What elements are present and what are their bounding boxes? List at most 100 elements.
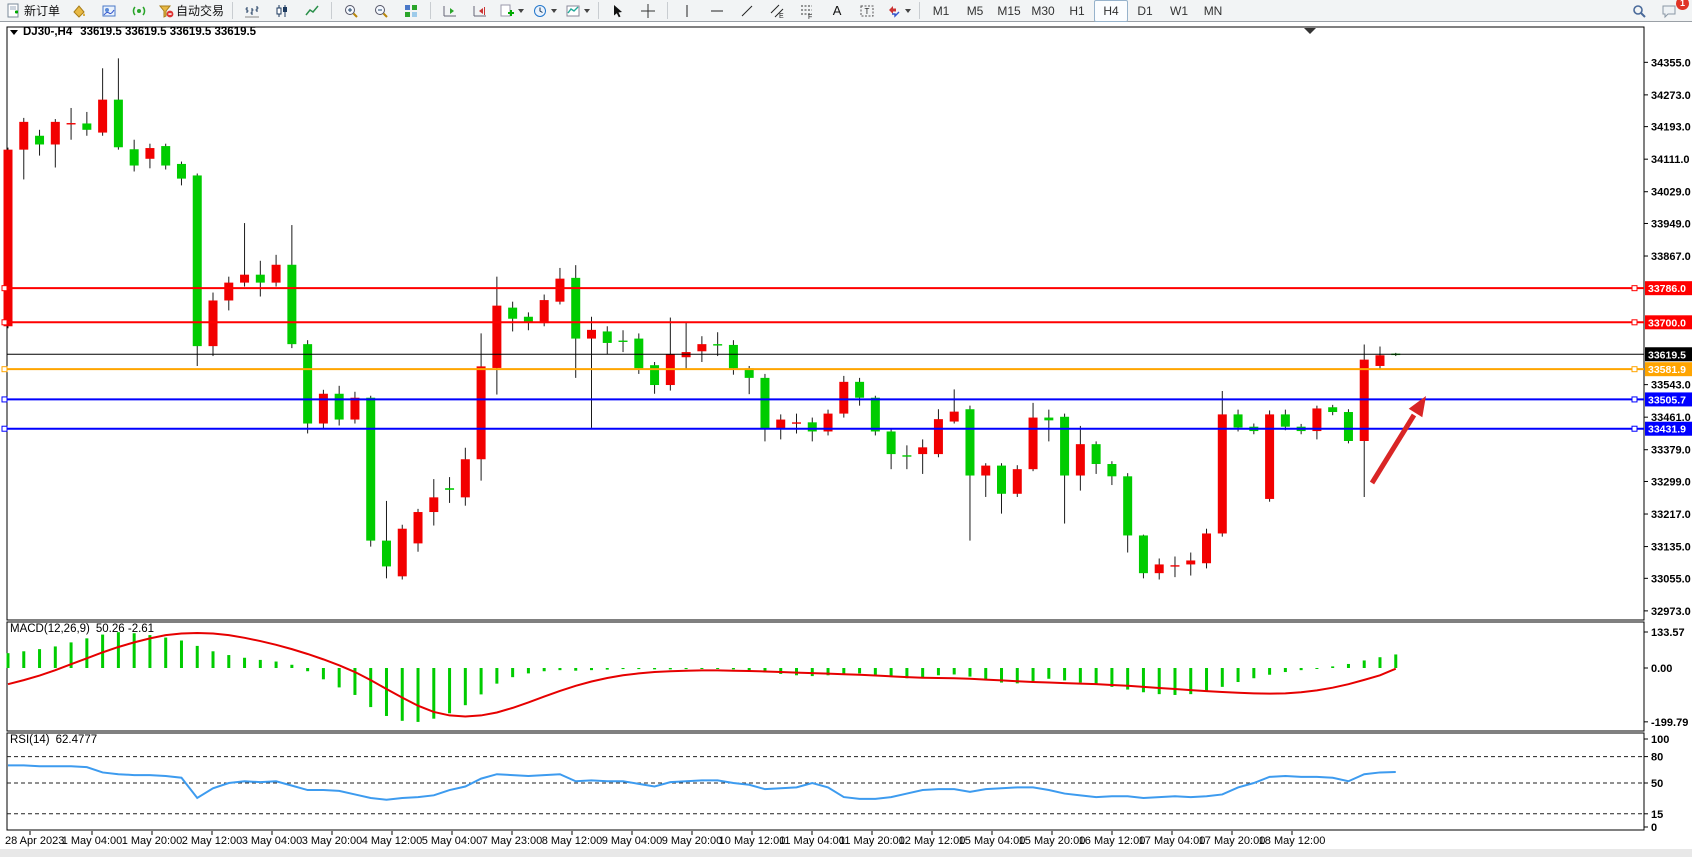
text-tool-icon: A — [832, 2, 842, 18]
notification-badge: 1 — [1676, 0, 1689, 10]
timeframe-m5-button[interactable]: M5 — [966, 3, 984, 18]
cursor-tool-button[interactable] — [603, 0, 633, 22]
bar-chart-mode-button[interactable] — [237, 0, 267, 22]
svg-text:10 May 12:00: 10 May 12:00 — [719, 835, 786, 847]
text-tool-button[interactable]: A — [822, 0, 852, 22]
search-button[interactable] — [1624, 0, 1654, 22]
svg-text:34029.0: 34029.0 — [1651, 187, 1691, 199]
line-chart-mode-button[interactable] — [297, 0, 327, 22]
trendline-icon — [739, 3, 755, 19]
styler-button[interactable] — [64, 0, 94, 22]
clock-icon — [532, 3, 548, 19]
svg-text:33431.9: 33431.9 — [1648, 424, 1686, 436]
crosshair-tool-button[interactable] — [633, 0, 663, 22]
macd-name: MACD(12,26,9) — [10, 623, 90, 635]
timeframe-m1-button[interactable]: M1 — [932, 3, 950, 18]
toolbar-separator — [232, 2, 234, 19]
zoom-in-button[interactable] — [336, 0, 366, 22]
svg-text:16 May 12:00: 16 May 12:00 — [1079, 835, 1146, 847]
timeframe-w1-button[interactable]: W1 — [1170, 3, 1189, 18]
svg-text:7 May 23:00: 7 May 23:00 — [482, 835, 543, 847]
svg-text:18 May 12:00: 18 May 12:00 — [1259, 835, 1326, 847]
svg-text:33299.0: 33299.0 — [1651, 476, 1691, 488]
search-icon — [1631, 3, 1647, 19]
new-order-button[interactable]: 新订单 — [2, 0, 64, 22]
svg-text:17 May 20:00: 17 May 20:00 — [1199, 835, 1266, 847]
zoom-in-icon — [343, 3, 359, 19]
chart-menu-triangle-icon[interactable] — [10, 29, 18, 35]
svg-text:34111.0: 34111.0 — [1651, 154, 1690, 166]
chart-shift-button[interactable] — [465, 0, 495, 22]
svg-text:8 May 12:00: 8 May 12:00 — [542, 835, 603, 847]
svg-text:133.57: 133.57 — [1651, 627, 1685, 639]
templates-button[interactable] — [561, 0, 594, 22]
horizontal-line-tool-button[interactable] — [702, 0, 732, 22]
auto-scroll-button[interactable] — [435, 0, 465, 22]
candlestick-mode-button[interactable] — [267, 0, 297, 22]
svg-text:1 May 20:00: 1 May 20:00 — [122, 835, 183, 847]
candlestick-icon — [274, 3, 290, 19]
indicators-button[interactable] — [495, 0, 528, 22]
svg-text:33786.0: 33786.0 — [1648, 283, 1686, 295]
timeframe-mn-button[interactable]: MN — [1203, 3, 1223, 18]
svg-text:33505.7: 33505.7 — [1648, 394, 1686, 406]
auto-trading-label: 自动交易 — [176, 4, 225, 18]
zoom-out-button[interactable] — [366, 0, 396, 22]
rsi-name: RSI(14) — [10, 734, 50, 746]
vertical-line-icon — [679, 3, 695, 19]
svg-text:5 May 04:00: 5 May 04:00 — [422, 835, 483, 847]
toolbar-separator — [430, 2, 432, 19]
svg-text:11 May 20:00: 11 May 20:00 — [839, 835, 905, 847]
vertical-line-tool-button[interactable] — [672, 0, 702, 22]
fibonacci-tool-button[interactable]: F — [792, 0, 822, 22]
svg-text:34273.0: 34273.0 — [1651, 90, 1691, 102]
zoom-out-icon — [373, 3, 389, 19]
chart-ohlc-readout: 33619.5 33619.5 33619.5 33619.5 — [80, 26, 257, 38]
auto-trading-button[interactable]: 自动交易 — [154, 0, 228, 22]
timeframe-d1-button[interactable]: D1 — [1137, 3, 1153, 18]
tile-windows-button[interactable] — [396, 0, 426, 22]
equidistant-channel-icon: E — [769, 3, 785, 19]
periods-button[interactable] — [528, 0, 561, 22]
svg-text:33217.0: 33217.0 — [1651, 509, 1691, 521]
market-watch-button[interactable] — [94, 0, 124, 22]
svg-text:33581.9: 33581.9 — [1648, 364, 1686, 376]
crosshair-icon — [640, 3, 656, 19]
timeframe-m15-button[interactable]: M15 — [997, 3, 1021, 18]
svg-text:33619.5: 33619.5 — [1648, 349, 1686, 361]
svg-text:E: E — [779, 13, 784, 19]
svg-text:0.00: 0.00 — [1651, 663, 1672, 675]
arrows-icon — [886, 3, 902, 19]
dropdown-caret-icon — [905, 8, 912, 13]
toolbar-separator — [919, 2, 921, 19]
svg-text:33867.0: 33867.0 — [1651, 251, 1691, 263]
svg-text:17 May 04:00: 17 May 04:00 — [1139, 835, 1206, 847]
chart-title: DJ30-,H4 33619.5 33619.5 33619.5 33619.5 — [10, 26, 256, 38]
timeframe-m30-button[interactable]: M30 — [1031, 3, 1055, 18]
svg-text:9 May 04:00: 9 May 04:00 — [602, 835, 663, 847]
timeframe-h4-button[interactable]: H4 — [1094, 0, 1129, 22]
svg-text:11 May 04:00: 11 May 04:00 — [779, 835, 845, 847]
channel-tool-button[interactable]: E — [762, 0, 792, 22]
notifications-button[interactable]: 1 — [1654, 0, 1689, 22]
svg-text:12 May 12:00: 12 May 12:00 — [899, 835, 966, 847]
svg-text:F: F — [808, 14, 812, 19]
chart-window: 33786.0 33700.0 33619.5 33581.9 33505.7 33431… — [0, 22, 1692, 857]
chart-symbol-period: DJ30-,H4 — [23, 26, 73, 38]
timeframe-h1-button[interactable]: H1 — [1069, 3, 1085, 18]
bar-chart-icon — [244, 3, 260, 19]
svg-text:3 May 20:00: 3 May 20:00 — [302, 835, 363, 847]
trendline-tool-button[interactable] — [732, 0, 762, 22]
text-label-tool-button[interactable]: T — [852, 0, 882, 22]
horizontal-line-icon — [709, 3, 725, 19]
svg-text:15 May 20:00: 15 May 20:00 — [1019, 835, 1086, 847]
svg-text:9 May 20:00: 9 May 20:00 — [662, 835, 723, 847]
arrows-tool-button[interactable] — [882, 0, 915, 22]
signals-button[interactable] — [124, 0, 154, 22]
svg-text:33135.0: 33135.0 — [1651, 542, 1691, 554]
rsi-values: 62.4777 — [55, 734, 98, 746]
svg-text:33949.0: 33949.0 — [1651, 218, 1691, 230]
signal-icon — [131, 3, 147, 19]
dropdown-caret-icon — [584, 8, 591, 13]
chart-canvas[interactable]: 33786.0 33700.0 33619.5 33581.9 33505.7 33431… — [0, 22, 1692, 857]
